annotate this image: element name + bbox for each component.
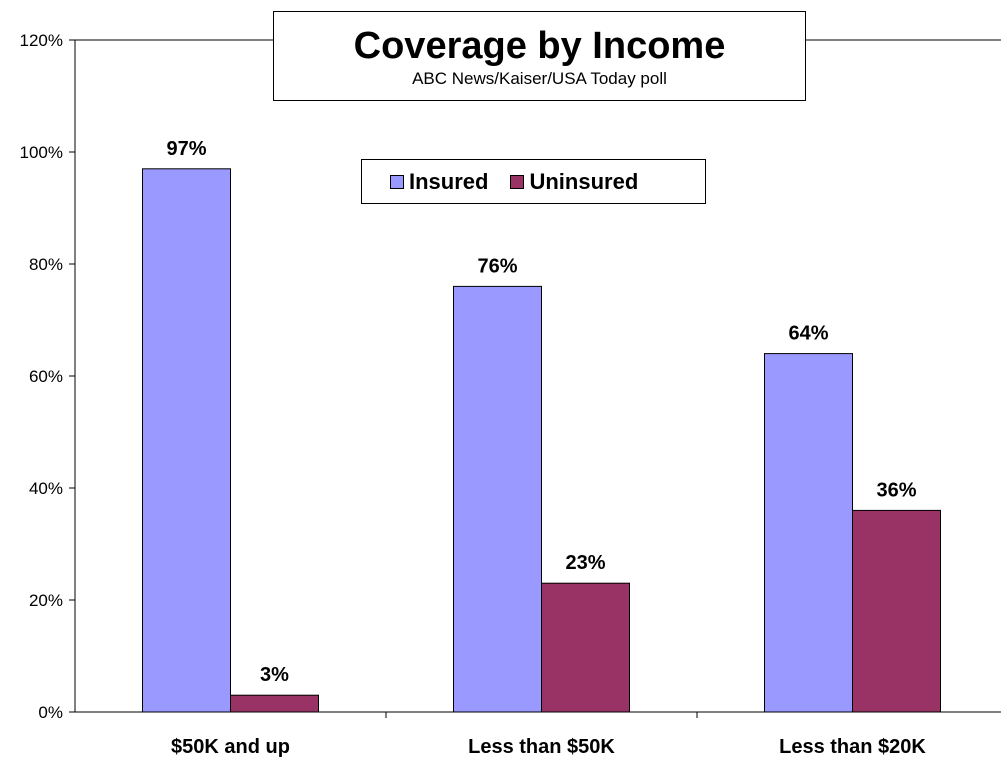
bar-uninsured: [541, 582, 630, 713]
legend-swatch-insured: [390, 174, 404, 189]
bar-insured: [764, 353, 853, 713]
y-tick-label: 120%: [20, 31, 63, 50]
chart-legend: Insured Uninsured: [361, 159, 706, 204]
chart-subtitle: ABC News/Kaiser/USA Today poll: [412, 69, 667, 88]
x-tick-label: $50K and up: [171, 736, 290, 758]
data-label-insured: 76%: [477, 255, 517, 277]
data-label-uninsured: 36%: [876, 479, 916, 501]
data-label-insured: 97%: [166, 138, 206, 160]
bar-insured: [142, 168, 231, 713]
chart-title: Coverage by Income: [353, 25, 726, 67]
legend-item-insured: Insured: [390, 169, 488, 195]
y-tick-label: 60%: [29, 367, 63, 386]
bar-uninsured: [230, 694, 319, 713]
bar-insured: [453, 285, 542, 713]
data-label-uninsured: 23%: [565, 552, 605, 574]
legend-swatch-uninsured: [510, 174, 525, 189]
data-label-uninsured: 3%: [260, 664, 289, 686]
y-tick-label: 80%: [29, 255, 63, 274]
y-tick-label: 20%: [29, 591, 63, 610]
y-tick-label: 40%: [29, 479, 63, 498]
legend-label-uninsured: Uninsured: [529, 168, 639, 194]
x-tick-label: Less than $50K: [468, 736, 615, 758]
legend-item-uninsured: Uninsured: [510, 169, 638, 195]
x-tick-label: Less than $20K: [779, 736, 926, 758]
chart-title-box: Coverage by Income ABC News/Kaiser/USA T…: [273, 11, 806, 101]
y-tick-label: 100%: [20, 143, 63, 162]
bar-uninsured: [852, 509, 941, 713]
data-label-insured: 64%: [788, 323, 828, 345]
legend-label-insured: Insured: [409, 168, 489, 194]
y-tick-label: 0%: [38, 703, 63, 722]
